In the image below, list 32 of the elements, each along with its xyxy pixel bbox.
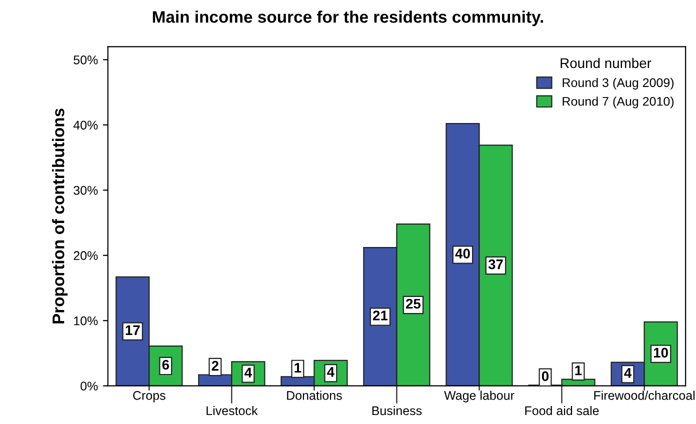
x-tick-label: Business xyxy=(372,406,422,416)
data-label: 4 xyxy=(244,368,252,378)
legend-label: Round 3 (Aug 2009) xyxy=(562,78,674,90)
y-tick-label: 20% xyxy=(74,251,98,260)
x-tick-label: Livestock xyxy=(206,406,258,416)
data-label: 6 xyxy=(162,360,170,370)
data-label: 1 xyxy=(575,366,582,376)
y-axis-title: Proportion of contributions xyxy=(52,108,68,324)
y-tick-label: 30% xyxy=(74,186,98,195)
data-label: 10 xyxy=(654,348,668,358)
data-label: 37 xyxy=(488,259,503,270)
data-label: 21 xyxy=(372,310,388,320)
x-tick-label: Donations xyxy=(287,390,342,400)
y-tick-label: 50% xyxy=(74,55,98,64)
data-label: 25 xyxy=(406,298,421,309)
x-tick-label: Firewood/charcoal xyxy=(594,390,695,400)
legend-title: Round number xyxy=(560,58,652,68)
data-label: 4 xyxy=(624,368,632,378)
data-label: 1 xyxy=(294,362,302,373)
data-label: 17 xyxy=(126,325,140,335)
x-tick-label: Food aid sale xyxy=(525,406,599,416)
y-tick-label: 10% xyxy=(74,316,98,326)
y-tick-label: 0% xyxy=(80,382,98,390)
data-label: 4 xyxy=(327,367,334,377)
data-label: 40 xyxy=(455,248,470,258)
chart-title: Main income source for the residents community. xyxy=(152,10,544,26)
data-label: 2 xyxy=(212,360,218,371)
legend-label: Round 7 (Aug 2010) xyxy=(562,96,674,108)
data-label: 0 xyxy=(542,371,549,382)
x-tick-label: Crops xyxy=(133,391,166,402)
y-tick-label: 40% xyxy=(73,120,98,130)
x-tick-label: Wage labour xyxy=(444,390,514,402)
